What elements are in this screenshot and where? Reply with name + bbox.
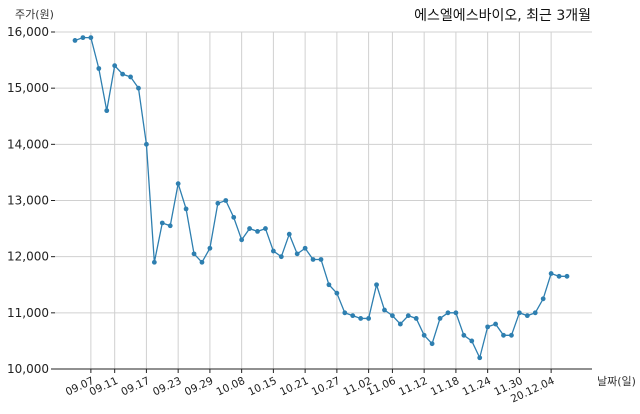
- data-point: [445, 310, 451, 316]
- x-tick-label: 11.12: [397, 375, 429, 399]
- y-axis-label: 주가(원): [15, 8, 54, 21]
- price-points: [72, 35, 570, 361]
- data-point: [175, 181, 181, 187]
- data-point: [159, 220, 165, 226]
- data-point: [382, 307, 387, 313]
- data-point: [374, 282, 379, 288]
- data-point: [548, 271, 554, 276]
- data-point: [286, 231, 292, 237]
- data-point: [207, 245, 213, 251]
- x-tick-label: 10.08: [215, 375, 247, 399]
- y-tick-label: 14,000: [7, 137, 49, 151]
- data-point: [247, 226, 252, 231]
- y-axis-ticks: 10,000 11,000 12,000 13,000 14,000 15,000 16,0…: [7, 25, 55, 376]
- x-tick-label: 11.18: [429, 375, 461, 399]
- data-point: [270, 248, 276, 254]
- x-tick-label: 10.15: [246, 375, 278, 399]
- y-tick-label: 16,000: [7, 25, 49, 39]
- data-point: [183, 206, 189, 212]
- data-point: [493, 321, 498, 327]
- data-point: [421, 332, 427, 338]
- x-tick-label: 11.24: [461, 375, 494, 399]
- price-line: [74, 36, 567, 360]
- data-point: [397, 321, 403, 327]
- data-point: [144, 141, 149, 147]
- data-point: [80, 35, 86, 41]
- data-point: [469, 338, 475, 344]
- data-point: [532, 310, 538, 316]
- data-point: [223, 198, 229, 203]
- data-point: [191, 251, 197, 257]
- data-point: [509, 332, 514, 338]
- data-point: [413, 316, 419, 321]
- data-point: [88, 35, 94, 41]
- data-point: [516, 310, 522, 316]
- data-point: [405, 313, 411, 319]
- data-point: [151, 259, 157, 265]
- data-point: [302, 245, 308, 251]
- x-tick-label: 10.21: [278, 375, 310, 399]
- data-point: [564, 273, 570, 279]
- y-tick-label: 12,000: [7, 250, 49, 264]
- data-point: [112, 63, 118, 69]
- x-tick-label: 09.29: [183, 375, 215, 399]
- y-tick-label: 11,000: [7, 306, 49, 320]
- data-point: [334, 290, 340, 296]
- grid: [55, 31, 592, 370]
- data-point: [461, 332, 467, 338]
- data-point: [128, 74, 133, 80]
- data-point: [96, 66, 102, 71]
- data-point: [294, 251, 300, 257]
- y-tick-label: 13,000: [7, 194, 49, 208]
- x-tick-label: 09.23: [151, 375, 183, 399]
- data-point: [429, 341, 435, 347]
- data-point: [501, 332, 506, 338]
- data-point: [136, 85, 141, 91]
- data-point: [556, 273, 562, 279]
- data-point: [326, 282, 332, 288]
- data-point: [278, 254, 284, 260]
- data-point: [215, 200, 221, 206]
- data-point: [255, 228, 260, 234]
- data-point: [390, 313, 395, 319]
- data-point: [366, 316, 372, 321]
- data-point: [524, 313, 530, 319]
- data-point: [120, 71, 126, 77]
- y-tick-label: 15,000: [7, 81, 49, 95]
- data-point: [104, 108, 110, 114]
- data-point: [358, 316, 364, 321]
- y-tick-label: 10,000: [7, 362, 49, 376]
- data-point: [231, 214, 237, 220]
- data-point: [485, 324, 491, 330]
- data-point: [453, 310, 459, 316]
- data-point: [477, 355, 483, 361]
- data-point: [263, 226, 268, 231]
- data-point: [342, 310, 348, 316]
- data-point: [318, 257, 324, 262]
- data-point: [72, 38, 78, 43]
- data-point: [167, 223, 173, 229]
- data-point: [350, 313, 356, 319]
- data-point: [437, 316, 443, 321]
- data-point: [540, 296, 546, 302]
- data-point: [199, 259, 205, 265]
- data-point: [310, 257, 316, 262]
- chart-title: 에스엘에스바이오, 최근 3개월: [414, 8, 591, 24]
- x-axis-label: 날짜(일): [597, 374, 636, 388]
- x-tick-label: 10.27: [310, 375, 342, 399]
- data-point: [239, 237, 245, 243]
- x-tick-label: 09.17: [119, 375, 151, 399]
